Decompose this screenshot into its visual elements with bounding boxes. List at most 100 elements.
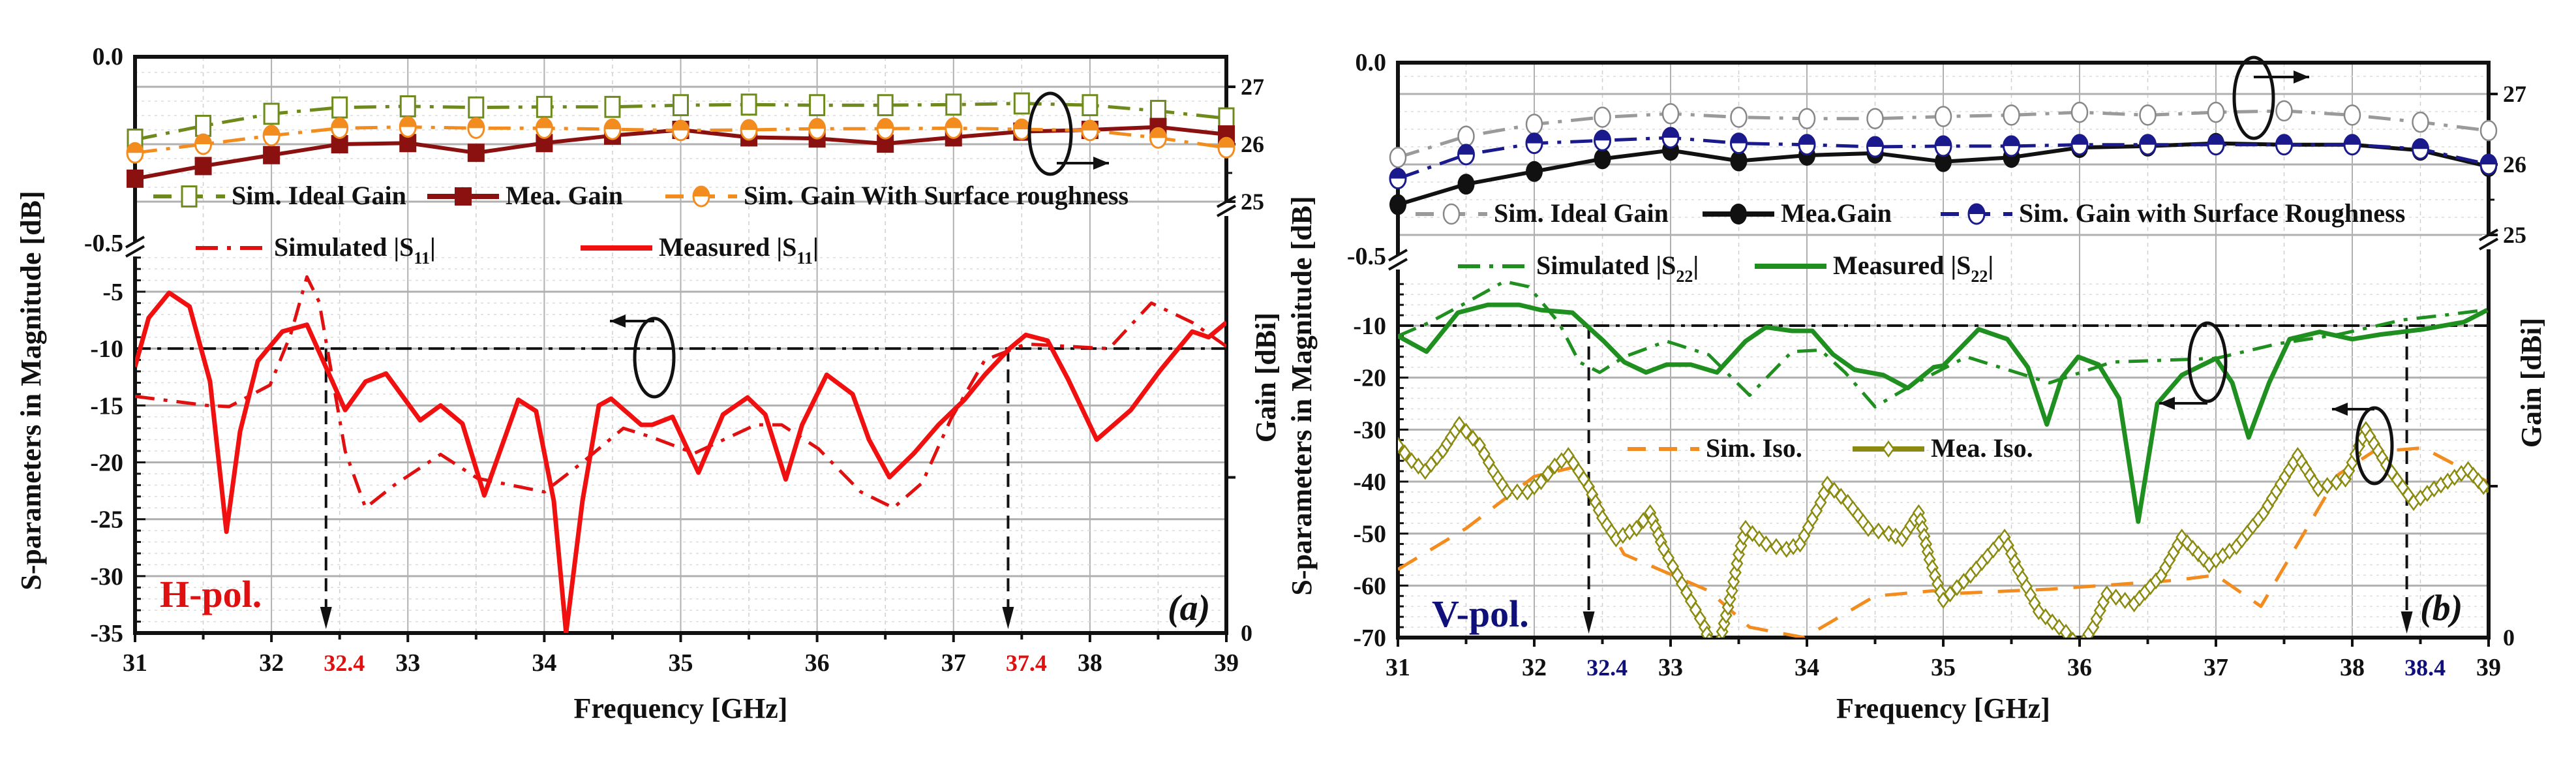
open-diamond-marker — [1828, 482, 1841, 499]
half-circle-fill — [331, 118, 348, 129]
series-sim-gain-with-surface-roughness — [1389, 127, 2498, 190]
half-circle-fill — [1526, 133, 1542, 144]
arrow-left-icon — [2159, 397, 2175, 410]
open-circle-marker — [1934, 106, 1952, 127]
half-circle-fill — [877, 119, 894, 129]
open-diamond-marker — [1630, 519, 1643, 537]
open-diamond-marker — [1534, 472, 1547, 491]
legend-label: Mea. Iso. — [1931, 433, 2033, 463]
open-diamond-marker — [1705, 632, 1713, 638]
half-circle-fill — [604, 119, 620, 130]
legend-item: Sim. Gain with Surface Roughness — [1941, 198, 2405, 228]
legend-item: Simulated |S22| — [1458, 251, 1699, 286]
open-diamond-marker — [1713, 641, 1723, 655]
legend-item: Sim. Ideal Gain — [153, 181, 406, 210]
half-circle-fill — [1663, 127, 1678, 138]
y-left-tick-label: -35 — [90, 620, 123, 647]
legend-item: Sim. Ideal Gain — [1416, 198, 1669, 228]
half-circle-fill — [195, 134, 211, 144]
open-diamond-marker — [1466, 429, 1479, 447]
x-axis-title: Frequency [GHz] — [1836, 692, 2050, 724]
x-tick-label: 38 — [1078, 649, 1102, 677]
x-tick-label: 33 — [395, 649, 420, 677]
down-arrow-icon — [1002, 607, 1014, 629]
open-diamond-marker — [1459, 422, 1473, 440]
open-circle-marker — [1525, 114, 1543, 135]
filled-circle-marker — [1389, 194, 1406, 215]
open-circle-marker — [1442, 203, 1461, 225]
x-tick-label: 33 — [1658, 654, 1683, 681]
x-tick-label: 34 — [532, 649, 556, 677]
half-circle-fill — [693, 187, 709, 196]
open-circle-marker — [1594, 106, 1611, 128]
open-circle-marker — [2003, 104, 2020, 126]
series-line — [1398, 279, 2485, 409]
open-diamond-marker — [1706, 641, 1717, 655]
half-circle-fill — [2481, 155, 2496, 164]
series-line — [1398, 302, 2489, 524]
legend-item: Mea.Gain — [1703, 198, 1892, 228]
legend-label: Sim. Ideal Gain — [1494, 198, 1669, 228]
half-circle-fill — [1935, 136, 1951, 146]
open-diamond-marker — [1398, 437, 1404, 454]
legend-label: Measured |S22| — [1833, 251, 1993, 286]
open-square-marker — [1082, 94, 1099, 117]
panel-b: 31 32 33 34 35 36 37 38 39 32.4 38.4 0.0 -0.5 -10 -20 -… — [1286, 49, 2547, 724]
down-arrow-icon — [2401, 611, 2413, 634]
series-sim-ideal-gain — [127, 92, 1235, 151]
y-left-tick-label: -15 — [90, 392, 123, 420]
legend-label: Mea.Gain — [1781, 198, 1892, 228]
x-tick-label: 39 — [1214, 649, 1239, 677]
filled-square-marker — [467, 144, 485, 162]
filled-circle-marker — [1457, 174, 1475, 195]
open-square-marker — [331, 96, 348, 119]
series-line — [135, 290, 1226, 633]
open-circle-marker — [2275, 100, 2293, 122]
y-right-tick-label: 26 — [1241, 131, 1264, 157]
y-right-tick-label: 0 — [1241, 620, 1252, 646]
open-diamond-marker — [2466, 467, 2480, 484]
open-diamond-marker — [2477, 478, 2489, 495]
filled-square-marker — [263, 146, 280, 164]
open-square-marker — [181, 185, 198, 208]
open-diamond-marker — [1541, 465, 1554, 483]
y-right-tick-label: 0 — [2503, 625, 2515, 651]
open-diamond-marker — [2321, 476, 2334, 495]
y-left-tick-label: -20 — [1353, 365, 1386, 392]
open-diamond-marker — [2186, 540, 2200, 557]
open-square-marker — [195, 114, 212, 137]
legend-label: Sim. Iso. — [1706, 433, 1802, 463]
y-right-tick-label: 27 — [1241, 74, 1264, 100]
arrow-right-icon — [1093, 157, 1109, 170]
filled-circle-marker — [1526, 161, 1543, 182]
open-diamond-marker — [2462, 461, 2475, 478]
half-circle-fill — [2412, 139, 2429, 149]
half-circle-fill — [945, 118, 962, 129]
open-square-marker — [468, 96, 485, 119]
x-axis-title: Frequency [GHz] — [574, 692, 788, 724]
y-axis-title-right: Gain [dBi] — [2515, 318, 2547, 448]
open-diamond-marker — [2110, 589, 2123, 606]
legend-label: Mea. Gain — [506, 181, 623, 210]
half-circle-fill — [1458, 144, 1474, 155]
half-circle-fill — [2208, 134, 2224, 145]
arrow-left-icon — [2332, 403, 2348, 416]
open-diamond-marker — [2068, 631, 2078, 638]
panel-label: (a) — [1168, 588, 1210, 628]
panel-a: 31 32 33 34 35 36 37 38 39 32.4 37.4 0.0 -0.5 -5 -10 -1… — [15, 43, 1282, 724]
legend-label: Sim. Ideal Gain — [232, 181, 406, 210]
half-circle-fill — [1731, 133, 1747, 144]
open-diamond-marker — [2100, 585, 2114, 603]
legend-item: Sim. Iso. — [1628, 433, 1802, 463]
down-arrow-icon — [320, 607, 332, 629]
open-diamond-marker — [1872, 522, 1885, 540]
open-circle-marker — [1866, 108, 1884, 130]
y-left-tick-label: -30 — [1353, 416, 1386, 444]
polarization-label: H-pol. — [160, 573, 262, 615]
series-simulated-s22- — [1398, 279, 2485, 409]
half-circle-fill — [1082, 120, 1098, 131]
half-circle-fill — [2276, 134, 2292, 145]
x-tick-label: 39 — [2476, 654, 2501, 681]
open-square-marker — [604, 95, 621, 118]
